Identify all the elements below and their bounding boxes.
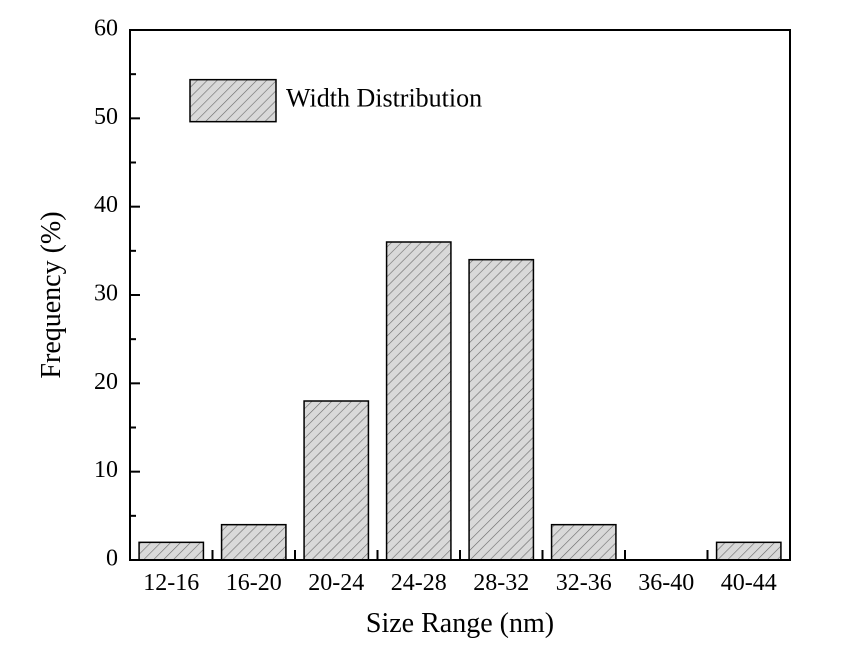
x-tick-label: 28-32 xyxy=(473,570,529,596)
histogram-chart: 0 10 20 30 40 50 60 12-16 16-20 20-24 24-28 28-32 3… xyxy=(0,0,845,672)
x-tick-label: 16-20 xyxy=(226,570,282,596)
x-tick-label: 24-28 xyxy=(391,570,447,596)
y-tick-label: 10 xyxy=(94,457,118,483)
bar xyxy=(222,525,286,560)
bar xyxy=(304,401,368,560)
bar xyxy=(139,542,203,560)
y-tick-label: 30 xyxy=(94,281,118,307)
y-tick-label: 60 xyxy=(94,16,118,42)
y-tick-label: 50 xyxy=(94,104,118,130)
bar xyxy=(717,542,781,560)
bar xyxy=(387,242,451,560)
x-tick-label: 36-40 xyxy=(638,570,694,596)
y-tick-label: 0 xyxy=(106,546,118,572)
legend-swatch xyxy=(190,80,276,122)
y-ticks: 0 10 20 30 40 50 60 xyxy=(94,16,140,572)
x-tick-label: 40-44 xyxy=(721,570,777,596)
x-tick-label: 20-24 xyxy=(308,570,364,596)
bar xyxy=(469,260,533,560)
x-tick-label: 12-16 xyxy=(143,570,199,596)
x-axis-label: Size Range (nm) xyxy=(366,608,554,639)
legend: Width Distribution xyxy=(190,80,482,122)
y-axis-label: Frequency (%) xyxy=(36,211,67,378)
bar xyxy=(552,525,616,560)
y-tick-label: 20 xyxy=(94,369,118,395)
legend-label: Width Distribution xyxy=(286,84,482,113)
x-tick-label: 32-36 xyxy=(556,570,612,596)
chart-svg: 0 10 20 30 40 50 60 12-16 16-20 20-24 24-28 28-32 3… xyxy=(0,0,845,672)
bars-group xyxy=(139,242,781,560)
y-tick-label: 40 xyxy=(94,192,118,218)
